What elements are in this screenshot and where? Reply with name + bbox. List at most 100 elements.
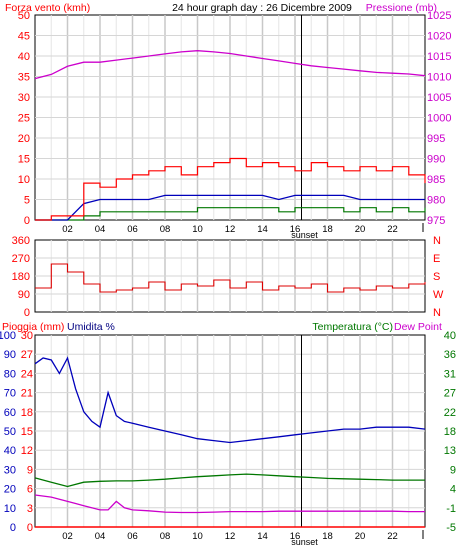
temperature-y-tick: 22 <box>444 407 456 419</box>
x-tick-label: 02 <box>62 224 73 235</box>
x-tick-label: 02 <box>62 531 73 542</box>
wind-y-tick: 15 <box>18 154 30 166</box>
rain-y-tick: 6 <box>27 484 33 496</box>
rain-y-tick: 24 <box>21 368 33 380</box>
rain-axis-title: Pioggia (mm) <box>2 321 64 333</box>
direction-y-tick: 90 <box>18 289 30 301</box>
x-tick-label: 22 <box>387 224 398 235</box>
temperature-axis-title: Temperatura (°C) <box>312 321 393 333</box>
x-tick-label: 20 <box>355 531 366 542</box>
humidity-y-tick: 70 <box>4 388 16 400</box>
pressure-y-tick: 995 <box>427 133 445 145</box>
sunset-label: sunset <box>291 537 318 547</box>
compass-label: W <box>433 289 444 301</box>
x-tick-label: 20 <box>355 224 366 235</box>
x-tick-label: 14 <box>257 531 268 542</box>
temperature-line <box>34 473 425 488</box>
wind-y-tick: 20 <box>18 133 30 145</box>
temperature-y-tick: 4 <box>450 484 456 496</box>
direction-y-tick: 360 <box>12 235 30 247</box>
humidity-y-tick: 10 <box>4 503 16 515</box>
temperature-y-tick: 31 <box>444 368 456 380</box>
x-tick-label: 16 <box>290 531 301 542</box>
compass-label: S <box>433 271 440 283</box>
wind-y-tick: 0 <box>24 215 30 227</box>
x-tick-label: 18 <box>322 531 333 542</box>
humidity-y-tick: 40 <box>4 445 16 457</box>
humidity-y-tick: 90 <box>4 349 16 361</box>
x-tick-label: 04 <box>95 224 106 235</box>
rain-y-tick: 15 <box>21 426 33 438</box>
temperature-y-tick: 27 <box>444 388 456 400</box>
direction-y-tick: 180 <box>12 271 30 283</box>
x-tick-label: 08 <box>160 224 171 235</box>
pressure-y-tick: 985 <box>427 174 445 186</box>
wind-y-tick: 40 <box>18 51 30 63</box>
humidity-y-tick: 60 <box>4 407 16 419</box>
temperature-y-tick: 36 <box>444 349 456 361</box>
humidity-y-tick: 80 <box>4 368 16 380</box>
wind-y-tick: 10 <box>18 174 30 186</box>
humidity-line <box>34 356 426 444</box>
pressure-line <box>34 50 426 80</box>
x-tick-label: 06 <box>127 531 138 542</box>
pressure-y-tick: 990 <box>427 154 445 166</box>
pressure-y-tick: 1020 <box>427 31 451 43</box>
x-tick-label: 12 <box>225 224 236 235</box>
pressure-y-tick: 1005 <box>427 92 451 104</box>
humidity-y-tick: 30 <box>4 464 16 476</box>
x-tick-label: 14 <box>257 224 268 235</box>
pressure-y-tick: 1010 <box>427 72 451 84</box>
x-tick-label: 10 <box>192 531 203 542</box>
dewpoint-axis-title: Dew Point <box>394 321 442 333</box>
temperature-y-tick: 13 <box>444 445 456 457</box>
temperature-y-tick: -5 <box>446 522 456 534</box>
humidity-axis-title: Umidita % <box>67 321 115 333</box>
chart-title: 24 hour graph day : 26 Dicembre 2009 <box>172 2 352 14</box>
rain-y-tick: 27 <box>21 349 33 361</box>
temperature-y-tick: 40 <box>444 330 456 342</box>
rain-y-tick: 12 <box>21 445 33 457</box>
compass-label: N <box>433 307 441 319</box>
x-tick-label: 10 <box>192 224 203 235</box>
rain-y-tick: 3 <box>27 503 33 515</box>
x-tick-label: 12 <box>225 531 236 542</box>
sunset-label: sunset <box>291 230 318 240</box>
wind-y-tick: 30 <box>18 92 30 104</box>
x-tick-label: 06 <box>127 224 138 235</box>
rain-y-tick: 0 <box>27 522 33 534</box>
dew-point-line <box>34 494 425 514</box>
rain-y-tick: 9 <box>27 464 33 476</box>
temperature-y-tick: -1 <box>446 503 456 515</box>
pressure-axis-title: Pressione (mb) <box>366 2 437 14</box>
x-tick-label: 04 <box>95 531 106 542</box>
wind-y-tick: 25 <box>18 113 30 125</box>
direction-y-tick: 0 <box>24 307 30 319</box>
humidity-y-tick: 100 <box>0 330 16 342</box>
rain-y-tick: 21 <box>21 388 33 400</box>
green-wind-line <box>35 207 426 221</box>
x-tick-label: 08 <box>160 531 171 542</box>
wind-direction-line <box>35 263 426 293</box>
humidity-y-tick: 50 <box>4 426 16 438</box>
average-wind-line <box>35 194 425 221</box>
x-tick-label: 18 <box>322 224 333 235</box>
plot-layer: 0510152025303540455097598098599099510001… <box>0 10 456 547</box>
wind-axis-title: Forza vento (kmh) <box>5 2 90 14</box>
wind-y-tick: 35 <box>18 72 30 84</box>
pressure-y-tick: 1015 <box>427 51 451 63</box>
wind-y-tick: 5 <box>24 195 30 207</box>
wind-y-tick: 45 <box>18 31 30 43</box>
humidity-y-tick: 20 <box>4 484 16 496</box>
pressure-y-tick: 975 <box>427 215 445 227</box>
pressure-y-tick: 1025 <box>427 10 451 22</box>
compass-label: N <box>433 235 441 247</box>
wind-speed-line <box>35 157 426 221</box>
humidity-y-tick: 0 <box>10 522 16 534</box>
wind-y-tick: 50 <box>18 10 30 22</box>
pressure-y-tick: 980 <box>427 195 445 207</box>
direction-y-tick: 270 <box>12 253 30 265</box>
pressure-y-tick: 1000 <box>427 113 451 125</box>
temperature-y-tick: 9 <box>450 464 456 476</box>
